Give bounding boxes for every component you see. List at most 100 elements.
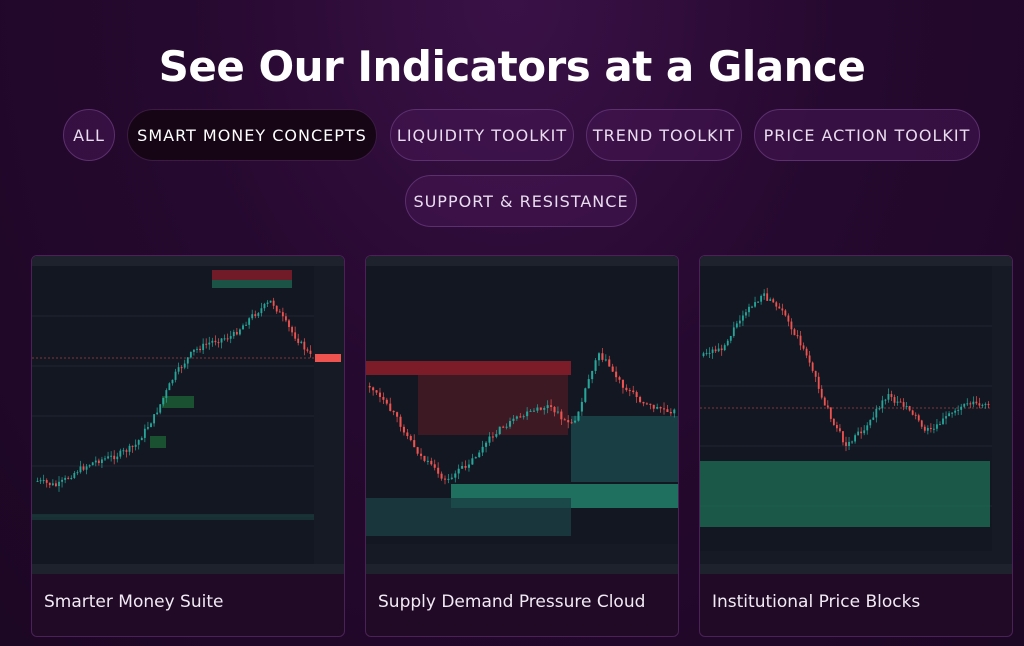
candle-body <box>917 415 920 421</box>
candle-body <box>781 308 784 311</box>
indicator-card-smarter-money-suite[interactable]: Smarter Money Suite <box>31 255 345 637</box>
candle-body <box>981 404 984 406</box>
candle-body <box>714 349 717 352</box>
candle-body <box>978 403 981 406</box>
candle-body <box>784 310 787 316</box>
filter-all[interactable]: ALL <box>63 109 115 161</box>
candle-body <box>461 466 464 469</box>
candle-body <box>778 306 781 309</box>
candle-body <box>890 394 893 398</box>
candle-body <box>205 343 208 345</box>
candle-body <box>402 426 405 433</box>
candle-body <box>437 467 440 474</box>
candle-body <box>796 335 799 337</box>
candle-body <box>526 411 529 417</box>
candle-body <box>550 405 553 407</box>
candle-body <box>769 299 772 301</box>
candle-body <box>409 436 412 441</box>
candle-body <box>467 464 470 468</box>
candle-body <box>36 480 39 482</box>
chart-screenshot <box>32 256 344 574</box>
candle-body <box>426 460 429 462</box>
candle-body <box>128 445 131 452</box>
candle-body <box>150 423 152 428</box>
candle-body <box>711 349 714 353</box>
candle-body <box>168 383 171 391</box>
candle-body <box>512 418 515 421</box>
filter-price-action-toolkit[interactable]: PRICE ACTION TOOLKIT <box>754 109 980 161</box>
candle-body <box>763 293 766 296</box>
candle-body <box>214 340 217 343</box>
indicator-card-supply-demand-pressure-cloud[interactable]: Supply Demand Pressure Cloud <box>365 255 679 637</box>
candle-body <box>772 299 775 303</box>
filter-smart-money-concepts[interactable]: SMART MONEY CONCEPTS <box>127 109 377 161</box>
candle-body <box>969 403 972 405</box>
candle-body <box>723 345 726 351</box>
candle-body <box>577 411 580 421</box>
candle-body <box>67 477 70 479</box>
candle-body <box>430 460 433 465</box>
filter-support-resistance[interactable]: SUPPORT & RESISTANCE <box>405 175 637 227</box>
candle-body <box>960 406 963 410</box>
candle-body <box>260 308 263 314</box>
candle-body <box>454 473 457 478</box>
candle-body <box>134 444 137 447</box>
candle-body <box>866 425 869 431</box>
filter-liquidity-toolkit[interactable]: LIQUIDITY TOOLKIT <box>390 109 574 161</box>
candle-body <box>848 441 850 446</box>
candle-body <box>939 424 941 426</box>
candle-body <box>232 331 235 337</box>
candle-body <box>735 323 738 328</box>
candle-body <box>748 306 750 313</box>
candle-body <box>875 408 878 418</box>
candle-body <box>45 480 48 483</box>
candle-body <box>488 436 491 443</box>
indicator-card-institutional-price-blocks[interactable]: Institutional Price Blocks <box>699 255 1013 637</box>
filter-trend-toolkit[interactable]: TREND TOOLKIT <box>586 109 742 161</box>
candle-body <box>532 410 536 412</box>
candle-body <box>143 428 146 438</box>
candle-body <box>560 411 563 420</box>
candle-body <box>766 293 769 301</box>
candle-body <box>70 477 73 479</box>
candle-body <box>604 359 607 361</box>
candle-body <box>899 401 902 403</box>
candle-body <box>790 321 793 330</box>
candle-body <box>539 407 542 410</box>
candle-body <box>502 426 505 428</box>
candle-body <box>662 408 666 410</box>
candle-body <box>775 302 778 307</box>
candle-body <box>584 388 587 402</box>
candle-body <box>382 396 385 400</box>
candle-body <box>495 434 498 437</box>
candle-body <box>51 483 54 486</box>
candle-body <box>196 348 198 350</box>
candle-body <box>508 420 512 427</box>
candle-body <box>406 432 409 437</box>
candle-body <box>202 343 205 351</box>
candle-body <box>42 480 45 482</box>
candle-body <box>872 417 875 420</box>
candle-body <box>208 342 211 345</box>
candle-body <box>48 482 51 486</box>
candle-body <box>726 340 729 346</box>
candle-body <box>306 349 309 351</box>
candle-body <box>754 302 756 307</box>
candle-body <box>416 447 419 454</box>
candle-body <box>309 350 312 354</box>
candle-body <box>372 387 375 391</box>
candle-body <box>251 314 254 319</box>
candle-body <box>104 458 106 460</box>
candle-body <box>297 338 300 343</box>
candle-body <box>423 455 426 461</box>
candle-body <box>239 329 241 335</box>
candle-body <box>254 314 257 316</box>
candle-body <box>920 420 923 427</box>
candle-body <box>632 390 635 393</box>
candle-body <box>556 411 559 413</box>
candle-body <box>611 366 614 372</box>
candle-body <box>392 410 395 413</box>
candle-body <box>294 332 297 339</box>
candle-body <box>217 342 220 344</box>
candle-body <box>245 324 247 326</box>
